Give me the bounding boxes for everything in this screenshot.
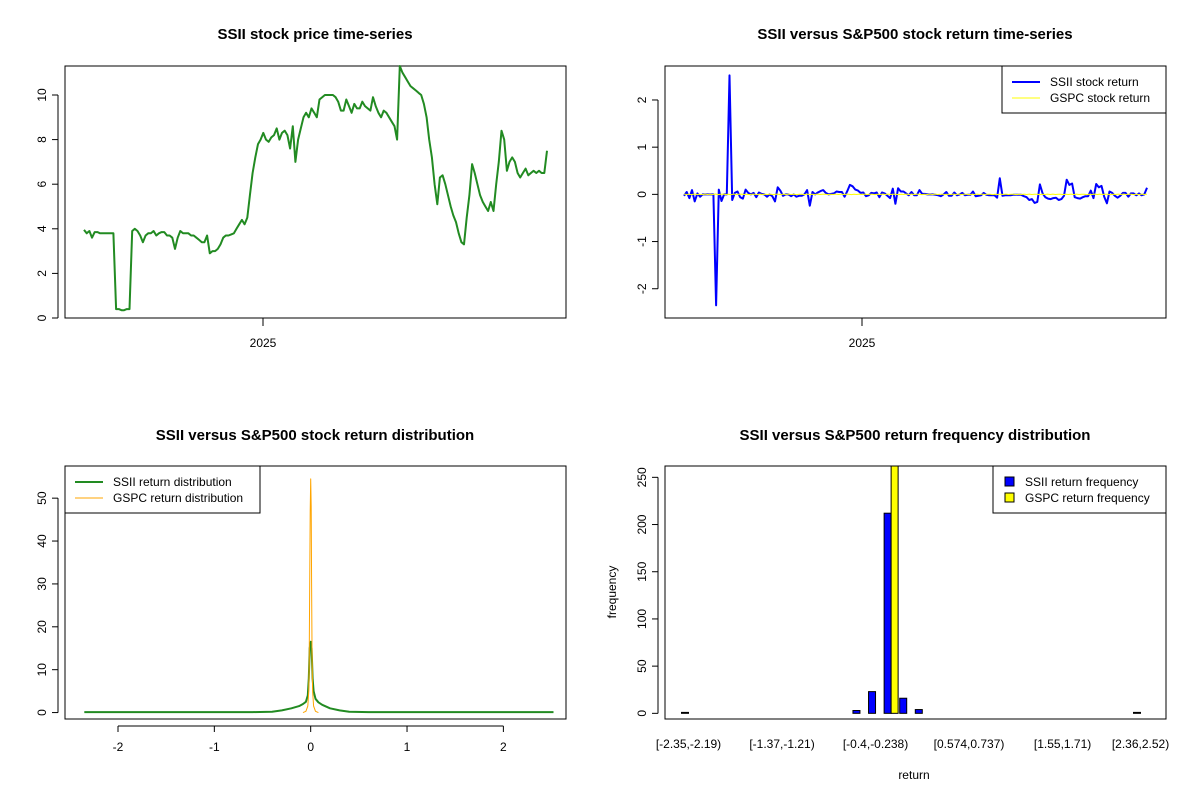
plot-frame [64,65,567,319]
y-tick-label: 2 [635,96,649,103]
x-tick-label: [1.55,1.71) [1034,737,1091,751]
legend-label: SSII return distribution [113,475,232,489]
legend-label: GSPC return distribution [113,491,243,505]
y-tick-label: 10 [35,663,49,677]
x-tick-label: 2025 [250,336,277,350]
legend-box [1001,65,1167,114]
legend-label: SSII return frequency [1025,475,1138,489]
price-line [83,65,548,312]
chart-title: SSII stock price time-series [217,26,412,43]
y-tick-label: 0 [35,709,49,716]
gspc-bar [890,465,899,714]
legend-label: SSII stock return [1050,75,1139,89]
frequency-distribution-panel: SSII versus S&P500 return frequency dist… [605,427,1169,782]
y-tick-label: 100 [635,609,649,629]
ssii-bar [868,691,877,714]
x-tick-label: [-1.37,-1.21) [749,737,814,751]
legend: SSII return frequency GSPC return frequen… [992,465,1167,514]
y-tick-label: 40 [35,534,49,548]
x-tick-label: [-0.4,-0.238) [843,737,908,751]
x-tick-label: [-2.35,-2.19) [656,737,721,751]
plot-frame [664,465,1167,720]
x-tick-label: 0 [307,740,314,754]
x-tick-label: [2.36,2.52) [1112,737,1169,751]
ssii-bar [899,697,908,714]
chart-title: SSII versus S&P500 stock return time-ser… [757,26,1072,43]
y-tick-label: -2 [635,283,649,294]
y-axis-label: frequency [605,566,619,619]
return-distribution-panel: SSII versus S&P500 stock return distribu… [35,427,567,754]
y-tick-label: 4 [35,225,49,232]
legend-box [992,465,1167,514]
y-tick-label: -1 [635,236,649,247]
chart-title: SSII versus S&P500 return frequency dist… [740,427,1091,444]
x-tick-label: 2 [500,740,507,754]
legend-swatch-box [1004,476,1015,487]
y-tick-label: 1 [635,144,649,151]
x-axis-label: return [898,768,929,782]
y-tick-label: 2 [35,270,49,277]
y-tick-label: 0 [635,191,649,198]
legend-label: GSPC return frequency [1025,491,1150,505]
plot-frame [664,65,1167,319]
ssii-bar [914,709,923,714]
legend-label: GSPC stock return [1050,91,1150,105]
x-tick-label: 2025 [849,336,876,350]
gspc-return-line [683,193,1148,196]
y-tick-label: 10 [35,88,49,102]
gspc-density-line [302,478,319,714]
legend: SSII stock return GSPC stock return [1001,65,1167,114]
y-tick-label: 50 [635,659,649,673]
ssii-bar [1133,711,1141,714]
ssii-return-line [683,74,1148,307]
legend-box [64,465,261,514]
y-tick-label: 8 [35,136,49,143]
legend: SSII return distribution GSPC return dist… [64,465,261,514]
y-tick-label: 150 [635,561,649,581]
ssii-bar [681,711,689,714]
chart-title: SSII versus S&P500 stock return distribu… [156,427,474,444]
price-timeseries-panel: SSII stock price time-series 0 2 4 6 8 10 2025 [35,26,567,350]
x-tick-label: -1 [209,740,220,754]
x-tick-label: [0.574,0.737) [934,737,1005,751]
y-tick-label: 200 [635,514,649,534]
y-tick-label: 20 [35,620,49,634]
y-tick-label: 50 [35,491,49,505]
y-tick-label: 250 [635,467,649,487]
y-tick-label: 0 [35,314,49,321]
y-tick-label: 30 [35,577,49,591]
ssii-density-line [84,640,554,714]
x-tick-label: -2 [113,740,124,754]
x-tick-label: 1 [404,740,411,754]
plot-frame [64,465,567,720]
y-tick-label: 0 [635,710,649,717]
legend-swatch-box [1004,492,1015,503]
ssii-bar [852,710,861,714]
return-timeseries-panel: SSII versus S&P500 stock return time-ser… [635,26,1167,350]
y-tick-label: 6 [35,181,49,188]
ssii-bar [883,512,892,714]
